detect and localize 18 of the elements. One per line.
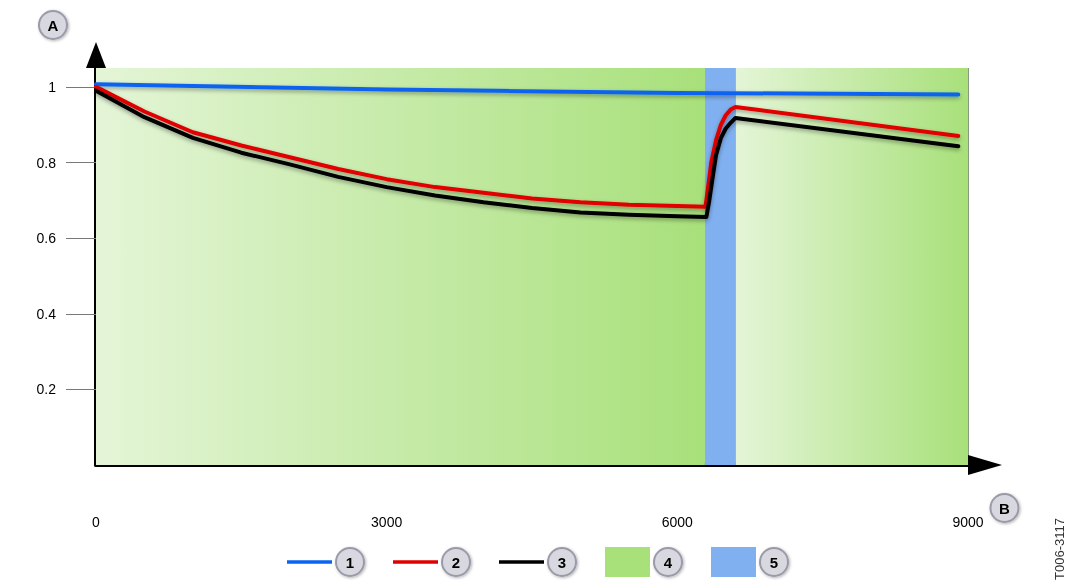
legend-label: 4 [663,553,673,571]
y-tick-label: 0.8 [36,154,57,171]
legend-label: 5 [769,553,779,571]
legend-label: 1 [345,553,355,571]
line-series [94,82,961,97]
x-tick-label: 9000 [952,514,984,530]
y-tick-label: 0.6 [36,230,57,247]
y-axis-title: A [47,16,59,34]
y-tick-label: 0.2 [36,381,57,398]
y-tick-label: 1 [48,78,57,95]
x-tick-label: 6000 [661,514,694,530]
legend-label: 2 [451,553,461,571]
legend-label: 3 [557,553,567,571]
text: T006-3117 [1052,518,1067,580]
x-tick-label: 0 [92,514,101,530]
x-tick-label: 3000 [371,514,403,530]
y-tick-label: 0.4 [36,305,57,322]
x-axis-title: B [999,499,1011,517]
